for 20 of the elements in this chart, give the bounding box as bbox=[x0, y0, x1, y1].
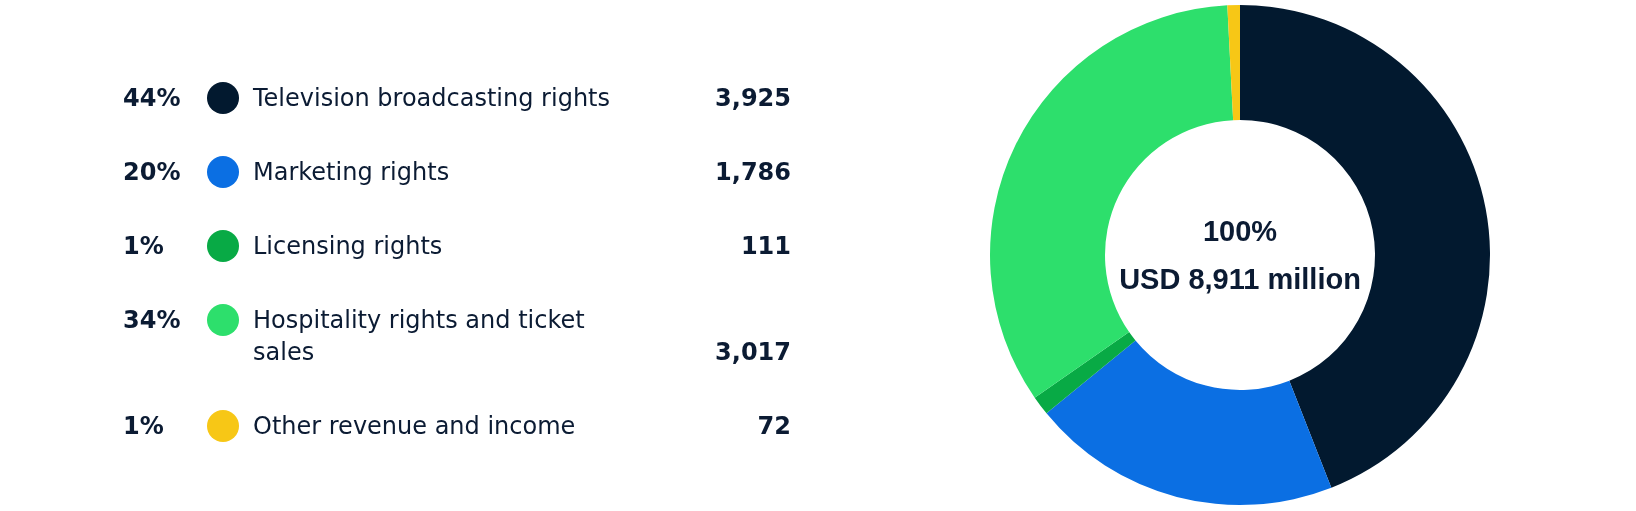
legend-label: Licensing rights bbox=[253, 232, 443, 260]
legend-label: Television broadcasting rights bbox=[252, 84, 610, 112]
text: 1% bbox=[123, 412, 164, 440]
data-label: 3,017 bbox=[715, 338, 791, 366]
data-label: 3,925 bbox=[715, 84, 791, 112]
donut-slice bbox=[1034, 332, 1136, 414]
legend-label: Hospitality rights and ticket sales bbox=[253, 306, 585, 366]
text: USD 8,911 million bbox=[1119, 263, 1361, 295]
text: 100% bbox=[1202, 215, 1278, 247]
donut-slice bbox=[1227, 5, 1240, 121]
legend-label: Other revenue and income bbox=[253, 412, 576, 440]
donut-slice bbox=[1046, 340, 1332, 505]
text: 1% bbox=[123, 232, 164, 260]
legend-label: Marketing rights bbox=[253, 158, 450, 186]
data-label: 72 bbox=[757, 412, 791, 440]
text: 44% bbox=[123, 84, 181, 112]
text: 34% bbox=[123, 306, 181, 334]
text: 20% bbox=[123, 158, 181, 186]
data-label: 111 bbox=[740, 232, 791, 260]
data-label: 1,786 bbox=[715, 158, 791, 186]
